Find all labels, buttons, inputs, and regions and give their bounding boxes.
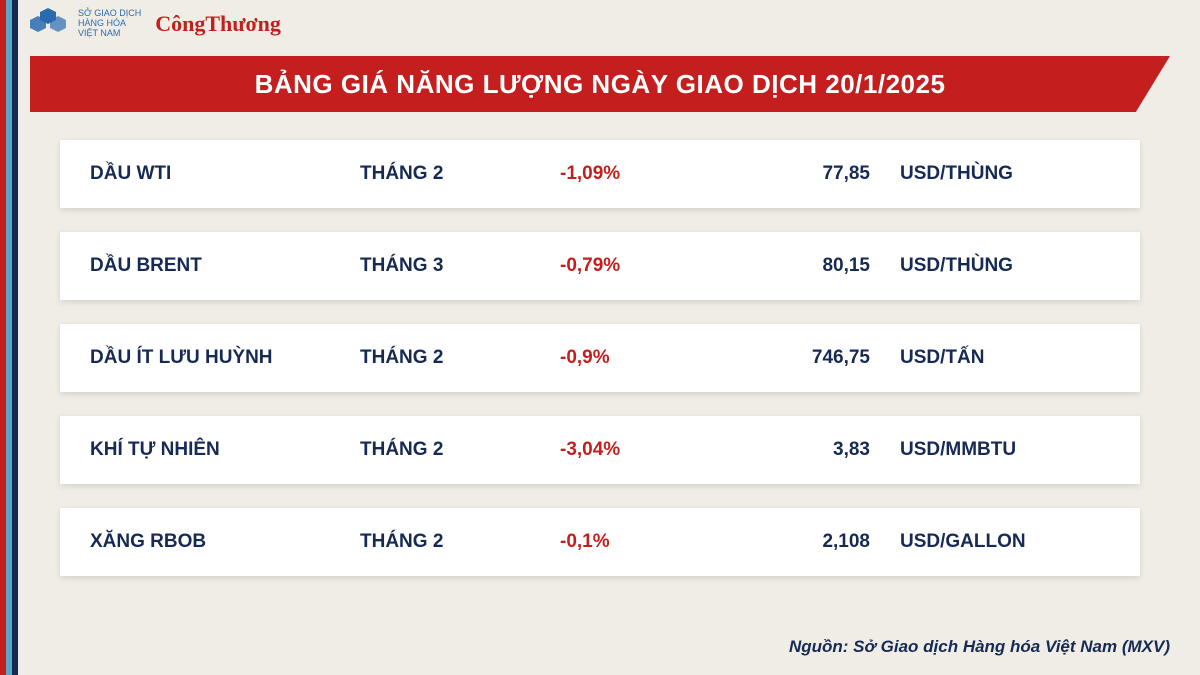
cell-unit: USD/TẤN bbox=[900, 347, 1110, 369]
cell-unit: USD/THÙNG bbox=[900, 255, 1110, 277]
title-text: BẢNG GIÁ NĂNG LƯỢNG NGÀY GIAO DỊCH 20/1/… bbox=[255, 69, 946, 100]
cell-period: THÁNG 2 bbox=[360, 347, 560, 369]
table-row: XĂNG RBOBTHÁNG 2-0,1%2,108USD/GALLON bbox=[60, 508, 1140, 576]
cell-price: 3,83 bbox=[730, 439, 900, 461]
cell-change: -0,1% bbox=[560, 531, 730, 553]
price-table: DẦU WTITHÁNG 2-1,09%77,85USD/THÙNGDẦU BR… bbox=[60, 140, 1140, 600]
cell-change: -0,9% bbox=[560, 347, 730, 369]
stripe-3 bbox=[12, 0, 18, 675]
logo-brand: CôngThương bbox=[155, 11, 281, 37]
cell-name: DẦU ÍT LƯU HUỲNH bbox=[90, 347, 360, 369]
table-row: DẦU WTITHÁNG 2-1,09%77,85USD/THÙNG bbox=[60, 140, 1140, 208]
cell-change: -3,04% bbox=[560, 439, 730, 461]
cell-price: 80,15 bbox=[730, 255, 900, 277]
side-stripe bbox=[0, 0, 18, 675]
source-text: Nguồn: Sở Giao dịch Hàng hóa Việt Nam (M… bbox=[789, 637, 1170, 657]
logo-org-line3: VIỆT NAM bbox=[78, 29, 141, 39]
cell-period: THÁNG 3 bbox=[360, 255, 560, 277]
cell-period: THÁNG 2 bbox=[360, 439, 560, 461]
cell-name: DẦU WTI bbox=[90, 163, 360, 185]
logo-bar: SỞ GIAO DỊCH HÀNG HÓA VIỆT NAM CôngThươn… bbox=[30, 8, 281, 40]
table-row: KHÍ TỰ NHIÊNTHÁNG 2-3,04%3,83USD/MMBTU bbox=[60, 416, 1140, 484]
logo-org-text: SỞ GIAO DỊCH HÀNG HÓA VIỆT NAM bbox=[78, 9, 141, 39]
cell-price: 77,85 bbox=[730, 163, 900, 185]
cell-change: -0,79% bbox=[560, 255, 730, 277]
cell-price: 2,108 bbox=[730, 531, 900, 553]
cell-name: XĂNG RBOB bbox=[90, 531, 360, 553]
table-row: DẦU BRENTTHÁNG 3-0,79%80,15USD/THÙNG bbox=[60, 232, 1140, 300]
title-banner: BẢNG GIÁ NĂNG LƯỢNG NGÀY GIAO DỊCH 20/1/… bbox=[30, 56, 1170, 112]
table-row: DẦU ÍT LƯU HUỲNHTHÁNG 2-0,9%746,75USD/TẤ… bbox=[60, 324, 1140, 392]
logo-icon bbox=[30, 8, 68, 40]
cell-price: 746,75 bbox=[730, 347, 900, 369]
cell-change: -1,09% bbox=[560, 163, 730, 185]
cell-unit: USD/THÙNG bbox=[900, 163, 1110, 185]
cell-unit: USD/GALLON bbox=[900, 531, 1110, 553]
cell-unit: USD/MMBTU bbox=[900, 439, 1110, 461]
cell-name: KHÍ TỰ NHIÊN bbox=[90, 439, 360, 461]
cell-name: DẦU BRENT bbox=[90, 255, 360, 277]
cell-period: THÁNG 2 bbox=[360, 163, 560, 185]
cell-period: THÁNG 2 bbox=[360, 531, 560, 553]
